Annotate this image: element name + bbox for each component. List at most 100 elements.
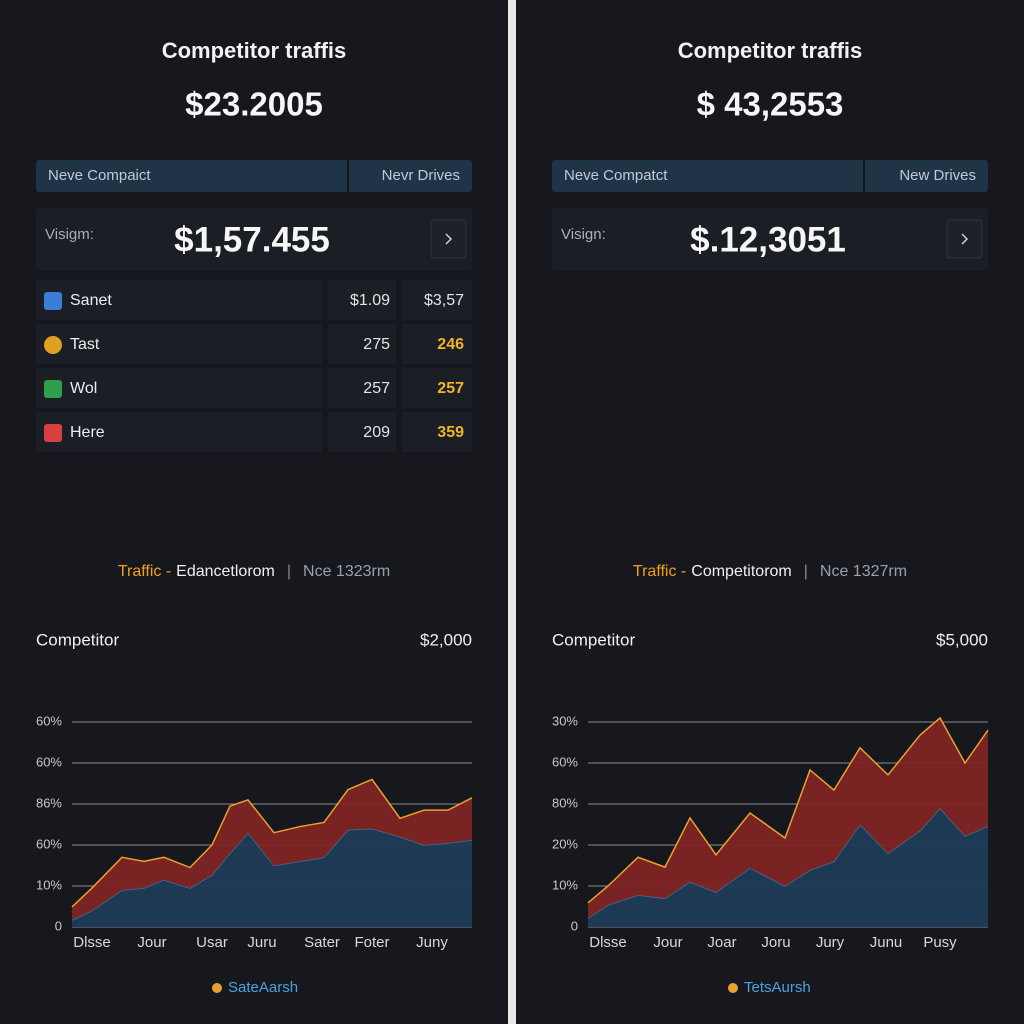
x-tick-label: Juny: [416, 934, 448, 951]
tab-bar: [36, 160, 472, 192]
subtitle-name: Competitorom: [691, 563, 791, 580]
x-tick-label: Dlsse: [589, 934, 627, 951]
tab[interactable]: Nevr Drives: [382, 167, 460, 184]
table-cell: [36, 280, 322, 320]
table-cell: [328, 280, 396, 320]
row-name: Wol: [70, 380, 97, 397]
legend-swatch: [728, 983, 738, 993]
divider: [508, 0, 516, 1024]
y-tick-label: 80%: [552, 795, 578, 810]
x-tick-label: Jury: [816, 934, 845, 951]
area: [72, 779, 472, 921]
card-amount: $1,57.455: [174, 220, 330, 259]
subtitle-prefix: Traffic -: [118, 563, 171, 580]
row-icon: [44, 380, 62, 398]
table-cell: [328, 412, 396, 452]
y-tick-label: 0: [571, 918, 578, 933]
x-tick-label: Dlsse: [73, 934, 111, 951]
subtitle-name: Edancetlorom: [176, 563, 275, 580]
row-name: Tast: [70, 336, 100, 353]
chart-value: $5,000: [936, 630, 988, 649]
subtitle-separator: |: [804, 563, 808, 580]
y-tick-label: 60%: [36, 836, 62, 851]
chart-subtitle: Traffic - Edancetlorom | Nce 1323rm: [118, 563, 390, 580]
row-name: Sanet: [70, 292, 112, 309]
chevron: [445, 233, 453, 245]
card-amount: $.12,3051: [690, 220, 846, 259]
y-tick-label: 10%: [552, 877, 578, 892]
amount: $ 43,2553: [697, 86, 844, 123]
subtitle-note: Nce 1327rm: [820, 563, 907, 580]
row-value: 209: [363, 424, 390, 441]
chart-value: $2,000: [420, 630, 472, 649]
card: [36, 208, 472, 270]
area: [72, 828, 472, 927]
row-value: 257: [437, 380, 464, 397]
title: Competitor traffis: [162, 38, 347, 63]
row-name: Here: [70, 424, 105, 441]
row-value: $3,57: [424, 292, 464, 309]
legend-label: TetsAursh: [744, 979, 811, 996]
x-tick-label: Foter: [354, 934, 389, 951]
chevron: [961, 233, 969, 245]
x-tick-label: Usar: [196, 934, 228, 951]
arrow-button[interactable]: [430, 219, 467, 259]
tab[interactable]: New Drives: [899, 167, 976, 184]
amount: $23.2005: [185, 86, 323, 123]
card: [552, 208, 988, 270]
x-tick-label: Juru: [247, 934, 276, 951]
table-cell: [36, 412, 322, 452]
tab[interactable]: Neve Compatct: [564, 167, 668, 184]
row-value: $1.09: [350, 292, 390, 309]
area: [588, 717, 988, 918]
legend-label: SateAarsh: [228, 979, 298, 996]
x-tick-label: Sater: [304, 934, 340, 951]
card-label: Visigm:: [45, 226, 94, 243]
y-tick-label: 86%: [36, 795, 62, 810]
area-line: [71, 778, 473, 908]
table-cell: [36, 324, 322, 364]
y-tick-label: 60%: [552, 754, 578, 769]
table-cell: [402, 280, 472, 320]
table-cell: [328, 324, 396, 364]
subtitle-note: Nce 1323rm: [303, 563, 390, 580]
y-tick-label: 60%: [36, 713, 62, 728]
chart-title: Competitor: [552, 630, 635, 649]
tab[interactable]: Neve Compaict: [48, 167, 151, 184]
row-icon: [44, 424, 62, 442]
table-cell: [36, 368, 322, 408]
chart-subtitle: Traffic - Competitorom | Nce 1327rm: [633, 563, 907, 580]
table-cell: [402, 368, 472, 408]
title: Competitor traffis: [678, 38, 863, 63]
y-tick-label: 0: [55, 918, 62, 933]
row-value: 257: [363, 380, 390, 397]
subtitle-prefix: Traffic -: [633, 563, 686, 580]
row-value: 246: [437, 336, 464, 353]
x-tick-label: Jour: [653, 934, 682, 951]
y-tick-label: 30%: [552, 713, 578, 728]
x-tick-label: Joru: [761, 934, 790, 951]
table-cell: [402, 324, 472, 364]
x-tick-label: Pusy: [923, 934, 957, 951]
y-tick-label: 60%: [36, 754, 62, 769]
area: [588, 808, 988, 927]
row-value: 275: [363, 336, 390, 353]
tab-bar: [552, 160, 988, 192]
table-cell: [402, 412, 472, 452]
row-icon: [44, 336, 62, 354]
chart-title: Competitor: [36, 630, 119, 649]
x-tick-label: Junu: [870, 934, 903, 951]
x-tick-label: Joar: [707, 934, 736, 951]
area-line: [587, 716, 989, 904]
y-tick-label: 10%: [36, 877, 62, 892]
arrow-button[interactable]: [946, 219, 983, 259]
row-icon: [44, 292, 62, 310]
subtitle-separator: |: [287, 563, 291, 580]
row-value: 359: [437, 424, 464, 441]
x-tick-label: Jour: [137, 934, 166, 951]
card-label: Visign:: [561, 226, 606, 243]
y-tick-label: 20%: [552, 836, 578, 851]
table-cell: [328, 368, 396, 408]
legend-swatch: [212, 983, 222, 993]
